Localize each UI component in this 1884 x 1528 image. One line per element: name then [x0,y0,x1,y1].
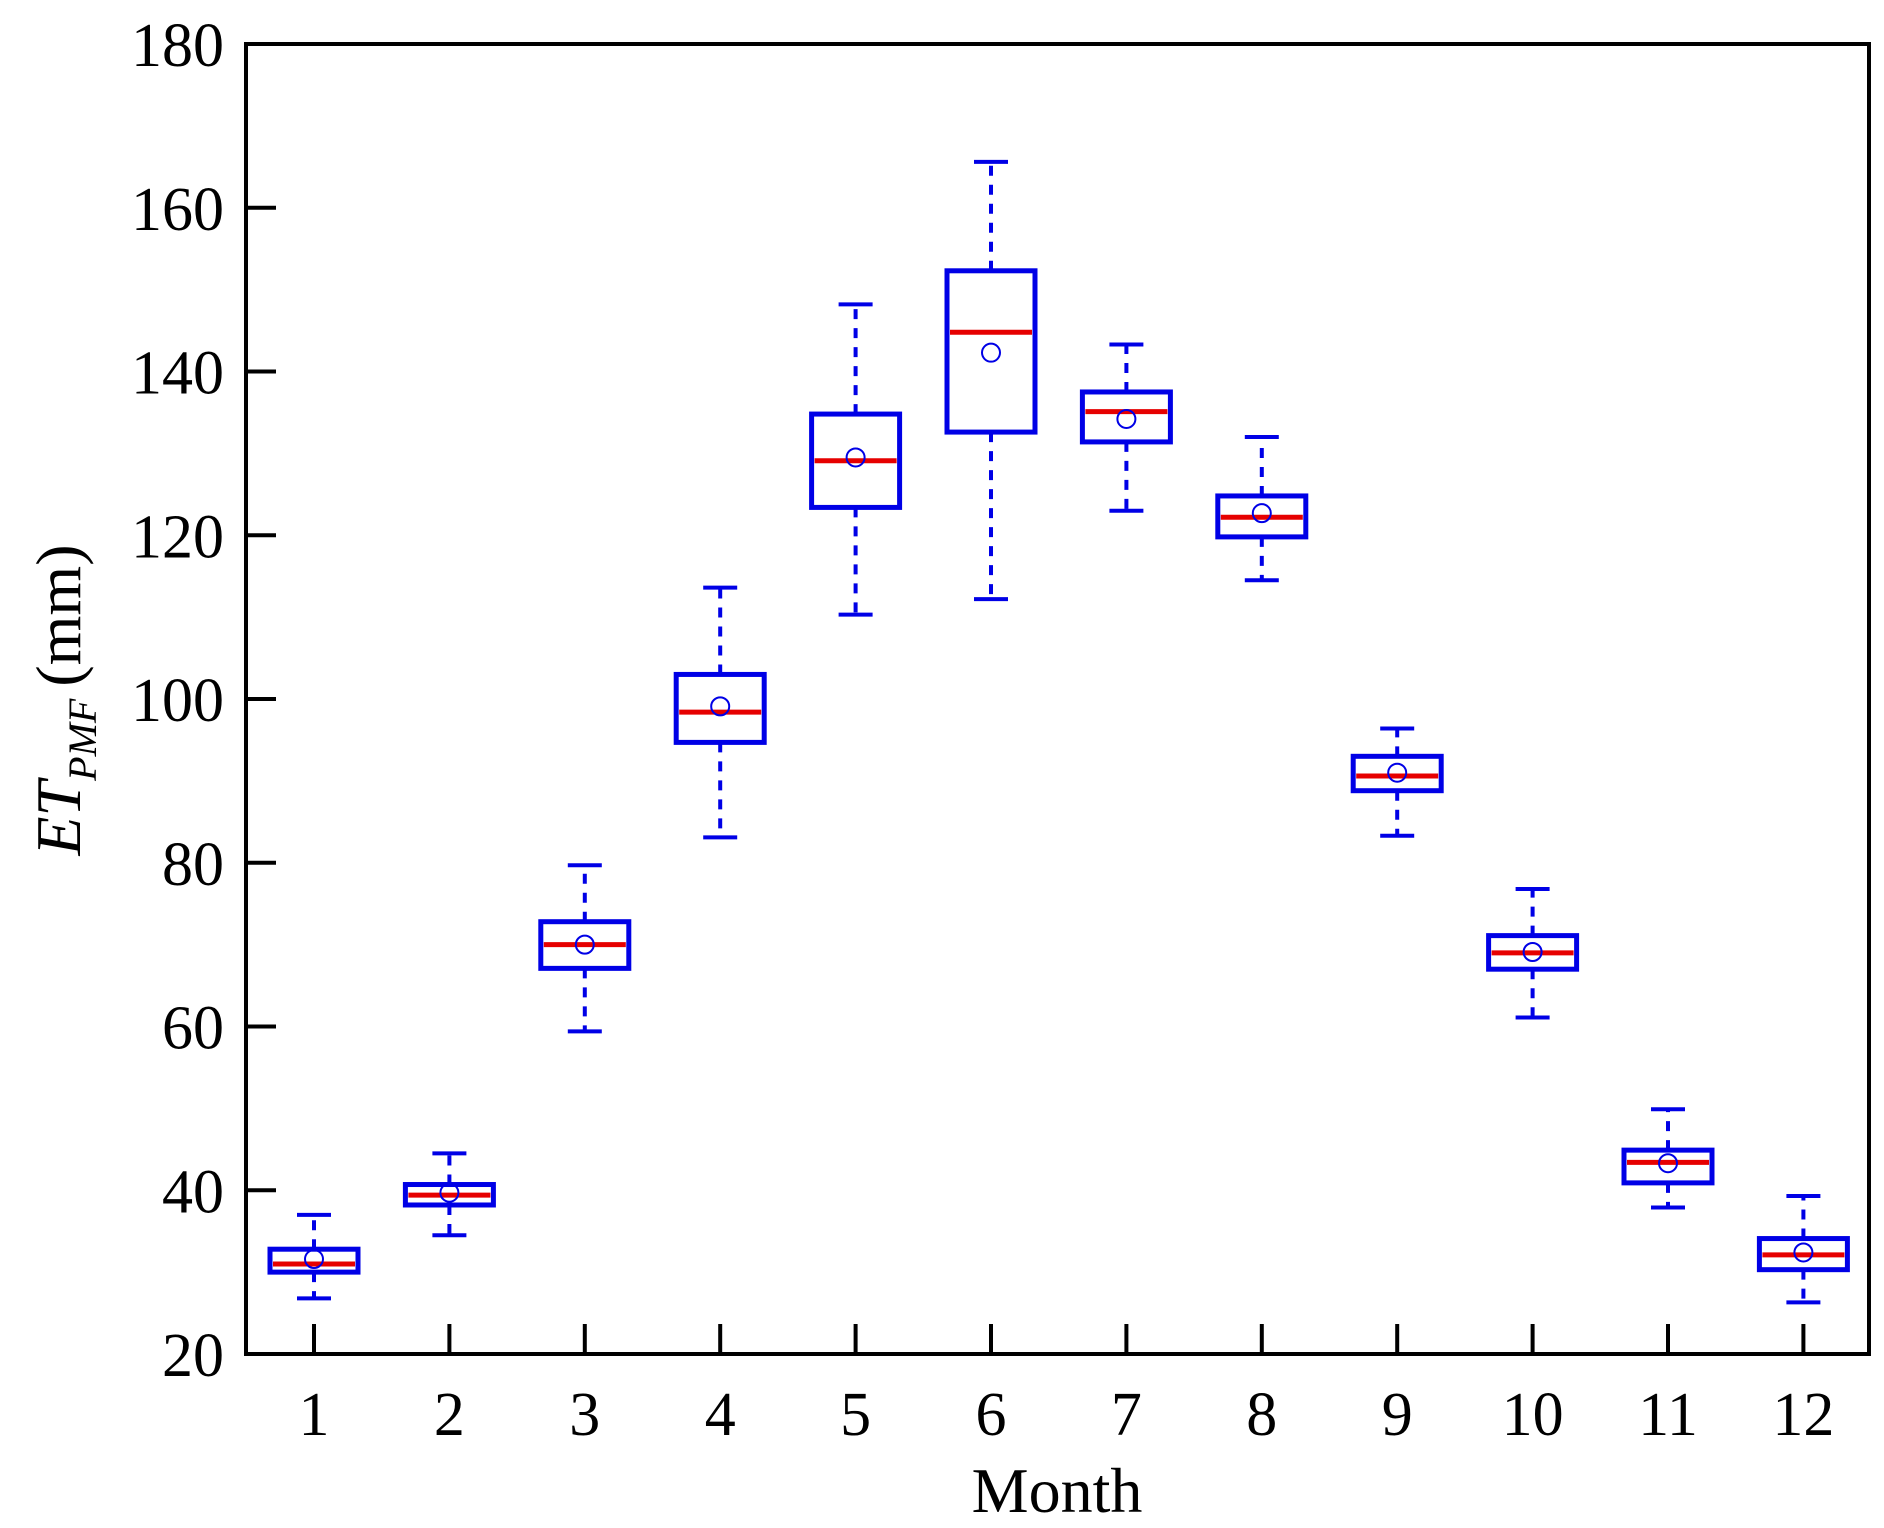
box-iqr [1079,389,1173,445]
mean-marker [1116,408,1137,429]
mean-marker [981,342,1001,363]
plot-marks [267,159,1850,1305]
x-axis-title: Month [972,1455,1143,1526]
y-axis-title-main: ET [23,776,94,856]
y-tick-label: 120 [131,503,224,571]
mean-marker [845,447,866,468]
y-axis-title-unit: (mm) [23,544,94,686]
x-tick-label: 8 [1246,1381,1277,1449]
box-iqr [944,268,1038,435]
x-tick-label: 12 [1772,1381,1834,1449]
x-tick-label: 10 [1502,1381,1564,1449]
box-iqr [673,671,767,745]
box-month-4 [673,585,767,840]
x-tick-label: 5 [840,1381,871,1449]
mean-marker [1658,1153,1678,1174]
y-tick-label: 20 [162,1322,224,1390]
box-month-5 [809,302,903,617]
mean-marker [1387,762,1408,783]
mean-marker [1251,503,1272,524]
x-tick-label: 2 [434,1381,465,1449]
x-tick-label: 11 [1638,1381,1698,1449]
y-tick-label: 100 [131,667,224,735]
x-tick-label: 7 [1111,1381,1142,1449]
box-month-3 [538,863,632,1034]
x-tick-label: 6 [976,1381,1007,1449]
box-month-12 [1756,1193,1850,1305]
mean-marker [710,696,731,717]
y-tick-label: 40 [162,1158,224,1226]
y-tick-label: 140 [131,340,224,408]
mean-marker [439,1182,460,1203]
x-tick-label: 3 [569,1381,600,1449]
box-month-1 [267,1212,361,1301]
box-month-8 [1215,435,1309,583]
x-tick-label: 1 [299,1381,330,1449]
mean-marker [574,934,595,955]
y-tick-label: 60 [162,995,224,1063]
x-tick-label: 9 [1382,1381,1413,1449]
box-month-10 [1486,886,1580,1020]
y-tick-label: 180 [131,12,224,80]
y-axis: 20 40 60 80 100 120 140 160 180 [131,12,276,1390]
x-tick-label: 4 [705,1381,736,1449]
x-axis: 1 2 3 4 5 6 7 8 9 10 11 12 [299,1324,1834,1449]
box-month-2 [402,1151,496,1238]
y-axis-title-subscript: PMF [60,698,105,782]
y-axis-title: ETPMF (mm) [23,544,105,856]
box-month-11 [1621,1107,1715,1210]
y-tick-label: 160 [131,176,224,244]
box-month-6 [944,159,1038,602]
mean-marker [1522,941,1543,962]
mean-marker [1793,1242,1814,1263]
box-month-9 [1350,726,1444,838]
y-tick-label: 80 [162,831,224,899]
mean-marker [304,1249,324,1270]
box-month-7 [1079,342,1173,513]
box-iqr [1621,1147,1715,1186]
